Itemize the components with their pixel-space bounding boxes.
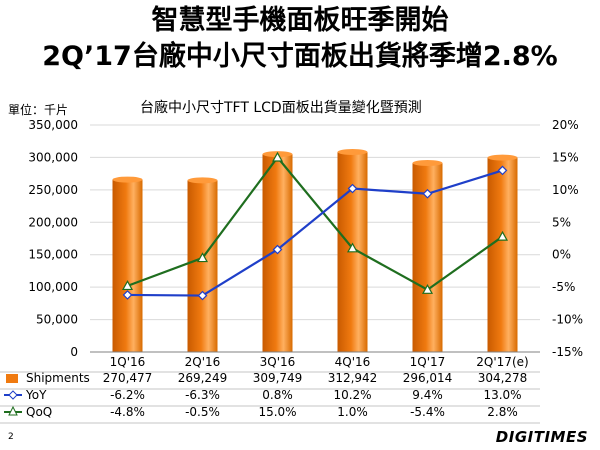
- yoy-point: [422, 188, 433, 199]
- left-axis-tick-label: 350,000: [28, 118, 78, 132]
- table-value-yoy: 9.4%: [412, 388, 443, 402]
- yoy-point: [122, 290, 133, 300]
- bar: [487, 157, 518, 352]
- digitimes-logo: DIGITIMES: [495, 428, 588, 446]
- left-axis-tick-label: 100,000: [28, 280, 78, 294]
- right-axis-tick-label: 5%: [552, 215, 571, 229]
- bar-top: [487, 154, 518, 161]
- unit-label: 單位：千片: [8, 103, 69, 117]
- bar-top: [187, 177, 218, 184]
- right-axis-tick-label: -5%: [552, 280, 575, 294]
- table-value-qoq: -5.4%: [410, 405, 445, 419]
- left-axis-tick-label: 0: [70, 345, 78, 359]
- right-axis-tick-label: 10%: [552, 183, 579, 197]
- table-value-shipments: 312,942: [328, 371, 378, 385]
- table-value-yoy: 10.2%: [333, 388, 371, 402]
- bar-top: [337, 149, 368, 156]
- right-axis-tick-label: -10%: [552, 313, 583, 327]
- table-value-yoy: 13.0%: [483, 388, 521, 402]
- yoy-point: [197, 290, 208, 301]
- table-value-qoq: 15.0%: [258, 405, 296, 419]
- category-label: 4Q'16: [335, 355, 371, 369]
- category-label: 3Q'16: [260, 355, 296, 369]
- yoy-point: [497, 165, 508, 176]
- table-value-qoq: -0.5%: [185, 405, 220, 419]
- table-value-shipments: 304,278: [478, 371, 528, 385]
- legend-label-qoq: QoQ: [26, 405, 52, 419]
- left-axis-tick-label: 200,000: [28, 215, 78, 229]
- left-axis-tick-label: 50,000: [36, 313, 78, 327]
- right-axis-tick-label: 20%: [552, 118, 579, 132]
- category-label: 1Q'17: [410, 355, 446, 369]
- table-value-shipments: 296,014: [403, 371, 453, 385]
- qoq-point: [271, 151, 284, 162]
- category-label: 2Q'16: [185, 355, 221, 369]
- category-label: 1Q'16: [110, 355, 146, 369]
- legend-qoq-marker: [8, 405, 18, 416]
- right-axis-tick-label: 15%: [552, 150, 579, 164]
- table-value-qoq: 2.8%: [487, 405, 518, 419]
- page-title-line2: 2Q’17台廠中小尺寸面板出貨將季增2.8%: [42, 41, 558, 72]
- table-value-yoy: 0.8%: [262, 388, 293, 402]
- qoq-point: [346, 242, 359, 253]
- left-axis-tick-label: 300,000: [28, 150, 78, 164]
- chart-title: 台廠中小尺寸TFT LCD面板出貨量變化暨預測: [140, 100, 422, 116]
- bar: [187, 180, 218, 352]
- series-line-qoq: [127, 155, 504, 292]
- category-label: 2Q'17(e): [476, 355, 528, 369]
- legend-label-yoy: YoY: [25, 388, 47, 402]
- bar-top: [412, 160, 443, 167]
- table-value-shipments: 270,477: [103, 371, 153, 385]
- left-axis-tick-label: 150,000: [28, 248, 78, 262]
- series-line-yoy: [127, 169, 503, 297]
- legend-yoy-marker: [8, 390, 18, 400]
- qoq-point: [196, 252, 209, 263]
- page-title-line1: 智慧型手機面板旺季開始: [151, 5, 449, 36]
- yoy-point: [272, 244, 283, 255]
- table-value-yoy: -6.3%: [185, 388, 220, 402]
- bar: [112, 179, 143, 352]
- left-axis-tick-label: 250,000: [28, 183, 78, 197]
- right-axis-tick-label: -15%: [552, 345, 583, 359]
- qoq-point: [121, 280, 134, 291]
- page-number: 2: [8, 432, 14, 442]
- legend-label-shipments: Shipments: [26, 371, 90, 385]
- table-value-yoy: -6.2%: [110, 388, 145, 402]
- bar-top: [112, 176, 143, 183]
- right-axis-tick-label: 0%: [552, 248, 571, 262]
- table-value-qoq: 1.0%: [337, 405, 368, 419]
- legend-shipments-swatch: [6, 374, 18, 383]
- table-value-shipments: 269,249: [178, 371, 228, 385]
- yoy-point: [347, 183, 358, 194]
- qoq-point: [496, 230, 509, 241]
- qoq-point: [421, 284, 434, 294]
- table-value-qoq: -4.8%: [110, 405, 145, 419]
- table-value-shipments: 309,749: [253, 371, 303, 385]
